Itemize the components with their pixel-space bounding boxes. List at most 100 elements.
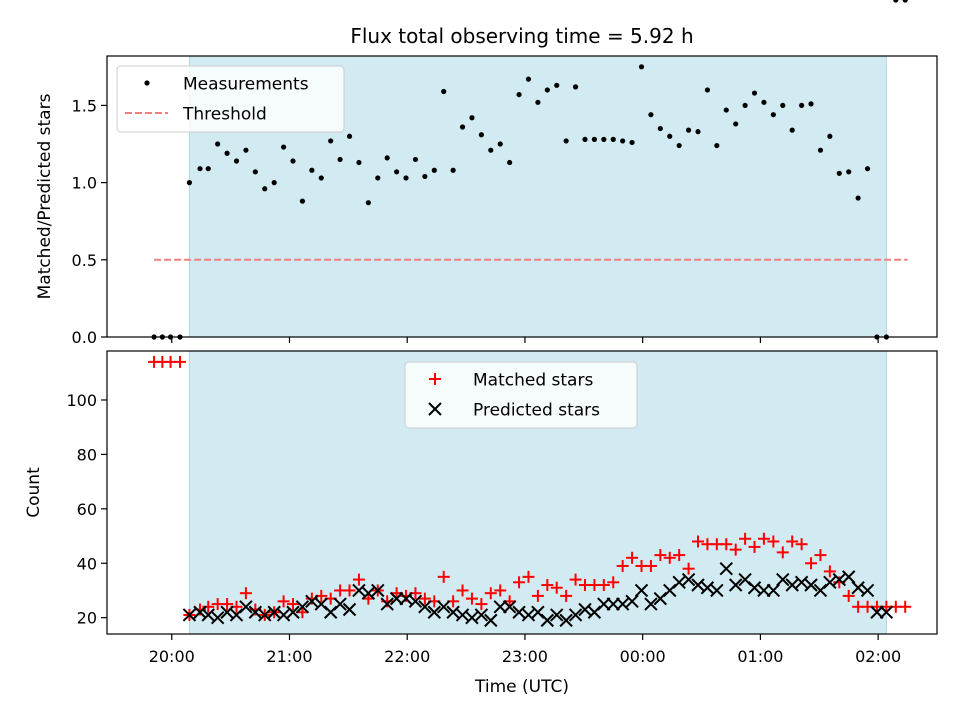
top-axes-frame bbox=[106, 55, 938, 338]
measurement-point bbox=[271, 180, 277, 186]
predicted-star-point bbox=[757, 583, 771, 598]
bottom-panel: 20 40 60 80 100 20:00 21:00 22:00 23:00 00:00 01:… bbox=[24, 350, 938, 697]
measurement-point bbox=[205, 166, 211, 172]
measurement-point bbox=[591, 136, 598, 142]
x-tick-label: 02:00 bbox=[855, 647, 901, 666]
matched-star-point bbox=[626, 551, 639, 564]
measurement-point bbox=[827, 133, 833, 139]
matched-star-point bbox=[663, 551, 676, 564]
measurement-point bbox=[544, 87, 550, 93]
matched-star-point bbox=[465, 592, 478, 605]
measurement-point bbox=[299, 198, 306, 204]
matched-star-point bbox=[296, 606, 309, 619]
predicted-star-point bbox=[220, 605, 234, 619]
legend-threshold-label: Threshold bbox=[182, 105, 267, 125]
predicted-star-point bbox=[380, 597, 394, 611]
predicted-star-point bbox=[710, 583, 724, 598]
measurement-point bbox=[572, 84, 579, 90]
predicted-star-point bbox=[352, 583, 366, 598]
predicted-star-point bbox=[295, 600, 310, 614]
measurement-point bbox=[280, 144, 287, 150]
matched-star-point bbox=[418, 592, 431, 605]
matched-star-point bbox=[352, 573, 365, 586]
matched-star-point bbox=[757, 532, 770, 545]
measurement-point bbox=[375, 175, 381, 181]
predicted-star-point bbox=[578, 602, 592, 617]
predicted-star-point bbox=[248, 605, 263, 619]
bottom-y-axis-label: Count bbox=[24, 467, 44, 518]
measurement-point bbox=[893, 0, 899, 3]
predicted-star-point bbox=[305, 594, 319, 609]
predicted-star-point bbox=[794, 575, 809, 590]
matched-star-point bbox=[475, 598, 488, 611]
matched-star-point bbox=[287, 598, 300, 611]
measurement-point bbox=[243, 147, 249, 153]
measurement-point bbox=[290, 158, 296, 164]
predicted-star-point bbox=[193, 605, 207, 619]
measurement-point bbox=[459, 124, 466, 130]
x-tick-label: 22:00 bbox=[384, 647, 430, 666]
matched-star-point bbox=[842, 589, 855, 602]
measurement-point bbox=[685, 127, 692, 133]
legend-matched-marker bbox=[429, 373, 441, 385]
predicted-star-point bbox=[672, 575, 686, 590]
measurement-point bbox=[403, 175, 409, 181]
predicted-star-point bbox=[276, 608, 291, 622]
measurement-point bbox=[742, 102, 748, 109]
matched-star-point bbox=[550, 581, 563, 594]
measurement-point bbox=[629, 139, 635, 146]
predicted-star-point bbox=[823, 575, 837, 590]
measurement-point bbox=[488, 147, 494, 153]
matched-star-point bbox=[682, 562, 695, 575]
predicted-star-point bbox=[785, 578, 799, 592]
predicted-star-point bbox=[719, 561, 733, 576]
matched-star-point bbox=[513, 576, 526, 589]
y-tick-label: 80 bbox=[77, 445, 97, 464]
measurement-point bbox=[610, 136, 616, 142]
predicted-star-point bbox=[474, 608, 489, 622]
top-y-ticks: 0.0 0.5 1.0 1.5 bbox=[72, 96, 107, 347]
predicted-star-point bbox=[597, 597, 611, 611]
measurement-point bbox=[601, 136, 607, 142]
predicted-star-point bbox=[493, 600, 507, 614]
predicted-star-point bbox=[550, 608, 564, 622]
measurement-point bbox=[657, 125, 663, 132]
predicted-star-point bbox=[286, 605, 300, 619]
x-axis-label: Time (UTC) bbox=[474, 677, 569, 697]
y-tick-label: 20 bbox=[77, 609, 97, 628]
y-tick-label: 40 bbox=[77, 554, 97, 573]
measurement-point bbox=[346, 133, 353, 139]
measurement-point bbox=[751, 90, 758, 96]
predicted-star-point bbox=[201, 608, 215, 622]
predicted-star-point bbox=[502, 600, 517, 614]
measurement-point bbox=[864, 166, 871, 172]
predicted-star-point bbox=[455, 608, 470, 622]
measurement-point bbox=[799, 102, 805, 109]
top-legend-box bbox=[116, 65, 345, 133]
top-legend: Measurements Threshold bbox=[116, 65, 345, 133]
measurement-point bbox=[723, 107, 729, 113]
predicted-star-point bbox=[540, 613, 555, 628]
matched-star-point bbox=[541, 579, 554, 592]
legend-measurement-marker bbox=[144, 80, 150, 86]
bottom-y-ticks: 20 40 60 80 100 bbox=[66, 391, 107, 628]
x-tick-label: 20:00 bbox=[149, 647, 195, 666]
measurement-point bbox=[186, 180, 193, 186]
predicted-star-point bbox=[804, 578, 818, 592]
matched-star-point bbox=[720, 538, 733, 551]
top-x-ticks bbox=[171, 337, 879, 343]
predicted-star-point bbox=[606, 597, 620, 611]
measurement-point bbox=[431, 167, 437, 173]
measurement-point bbox=[817, 147, 824, 153]
predicted-star-point bbox=[644, 597, 658, 611]
predicted-star-point bbox=[427, 605, 441, 619]
matched-star-point bbox=[673, 549, 686, 562]
measurement-point bbox=[638, 64, 645, 70]
measurement-point bbox=[233, 158, 240, 164]
measurement-point bbox=[478, 132, 484, 138]
measurement-point bbox=[667, 133, 673, 139]
y-tick-label: 0.5 bbox=[72, 251, 97, 270]
measurement-point bbox=[563, 138, 569, 144]
legend-predicted-label: Predicted stars bbox=[473, 401, 600, 421]
predicted-star-point bbox=[700, 581, 715, 595]
